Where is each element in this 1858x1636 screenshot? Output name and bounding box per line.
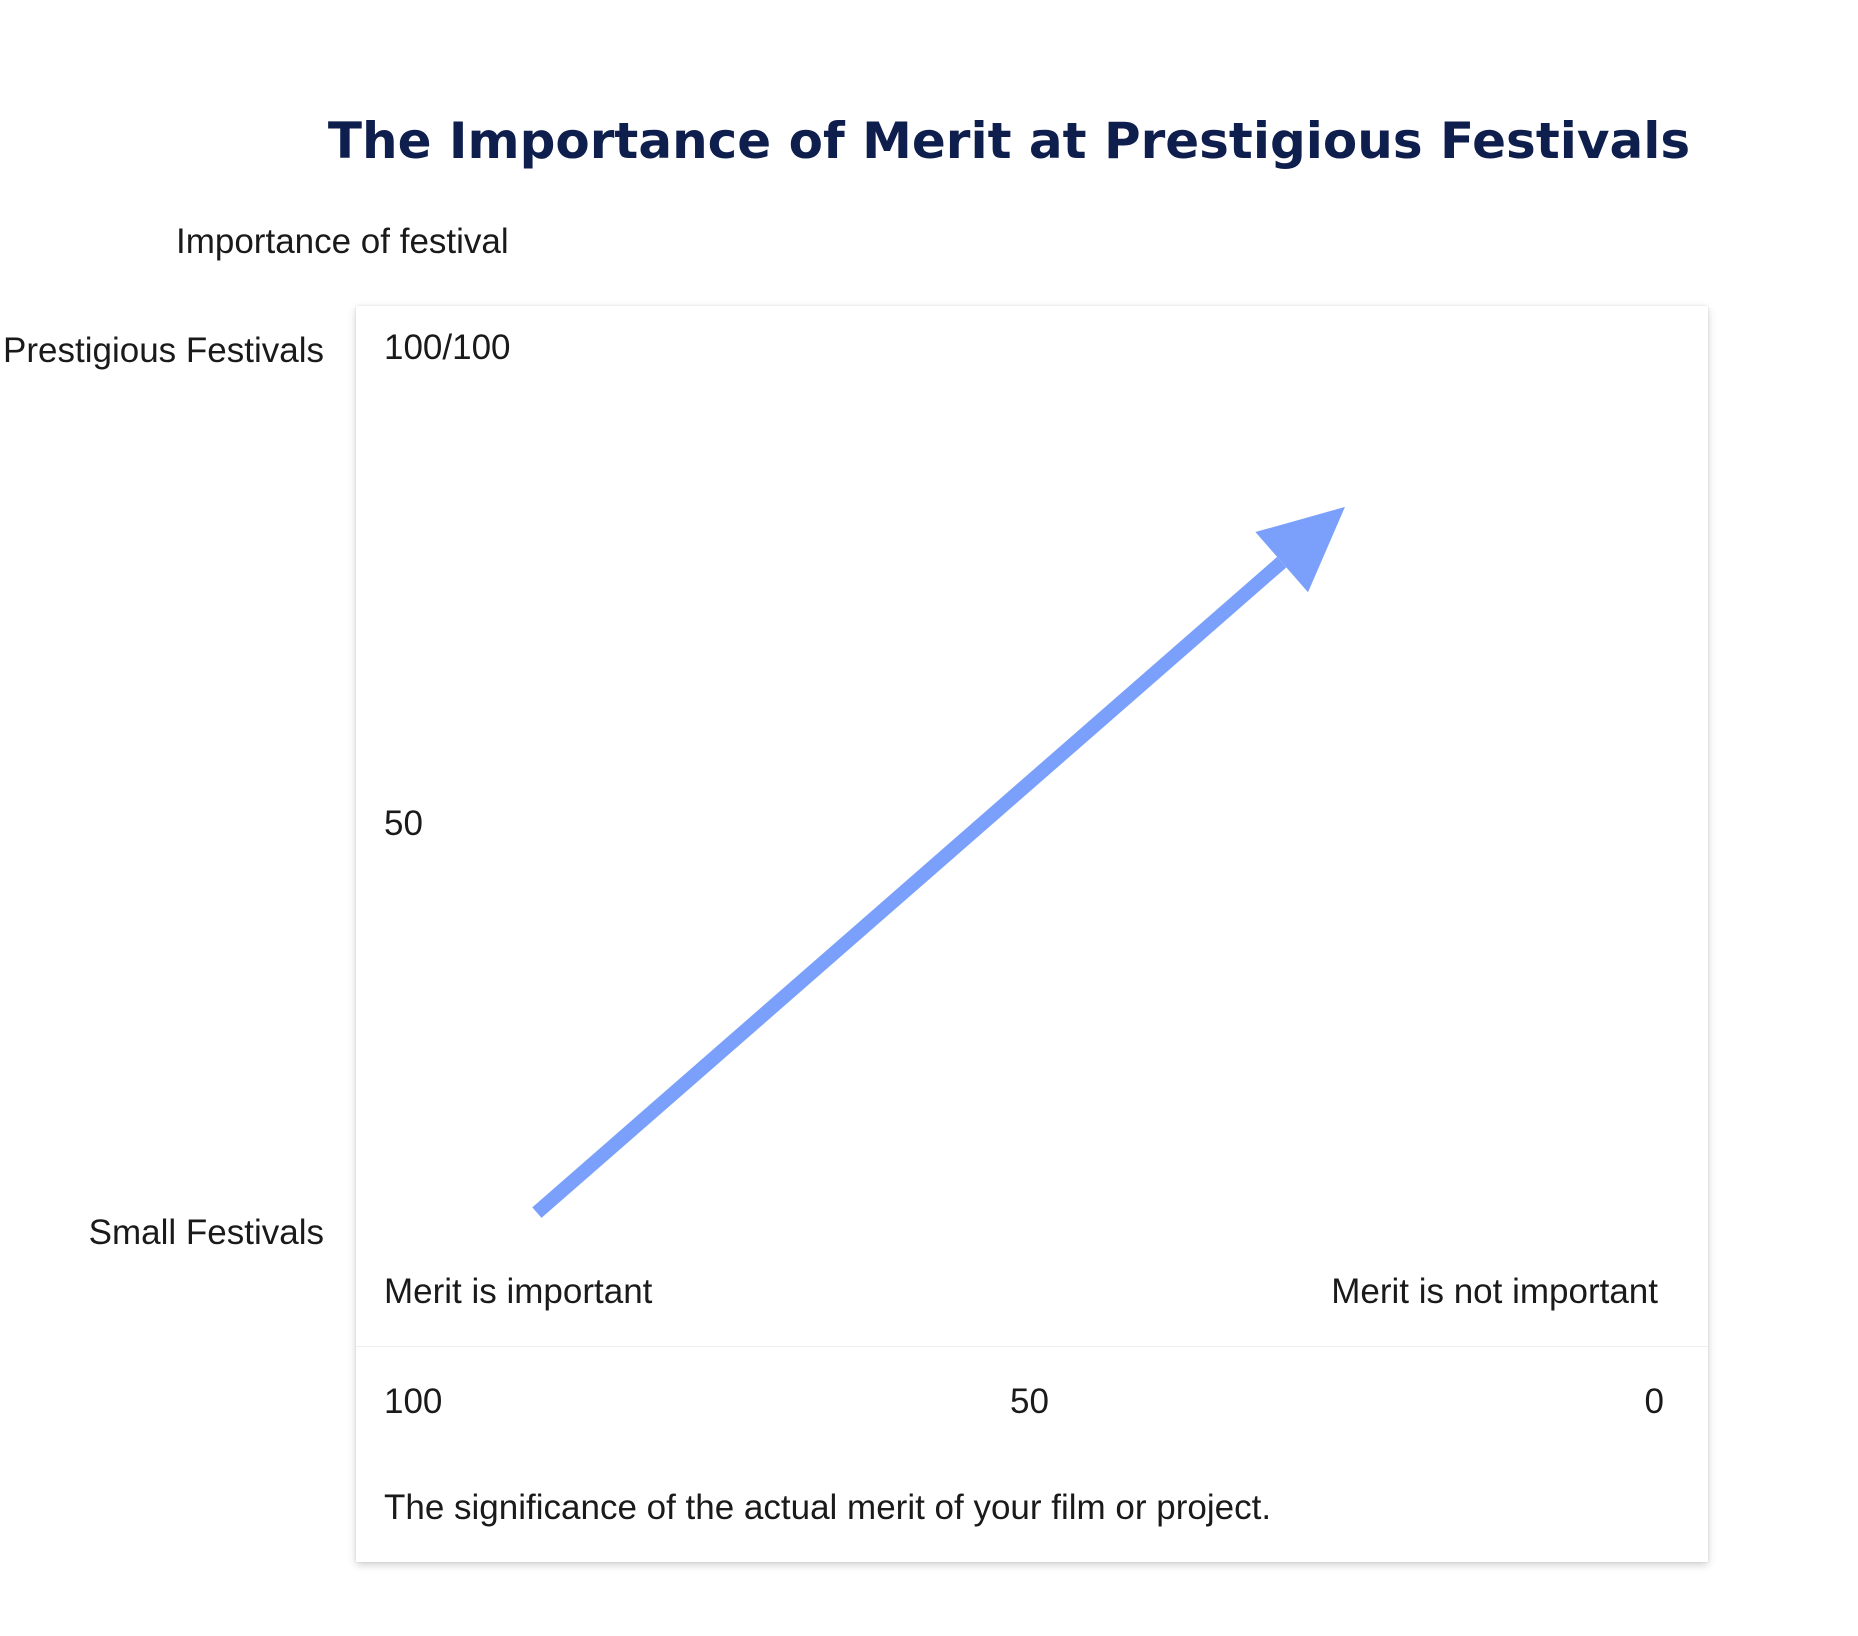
y-category-top: Prestigious Festivals bbox=[3, 324, 324, 378]
y-category-bottom-text: Small Festivals bbox=[88, 1213, 324, 1252]
axis-divider bbox=[356, 1346, 1708, 1347]
arrow-head-0 bbox=[1255, 506, 1345, 593]
plot-area bbox=[532, 506, 1345, 1218]
y-category-top-text: Prestigious Festivals bbox=[3, 331, 324, 370]
y-category-bottom: Small Festivals bbox=[89, 1206, 324, 1260]
chart-title: The Importance of Merit at Prestigious F… bbox=[327, 112, 1691, 170]
x-tick-label-0: 0 bbox=[1644, 1382, 1664, 1421]
x-tick-label-100: 100 bbox=[384, 1382, 443, 1421]
plot-panel: 100/100 50 Merit is important Merit is n… bbox=[356, 306, 1708, 1562]
x-category-left: Merit is important bbox=[384, 1272, 653, 1311]
x-tick-label-50: 50 bbox=[1010, 1382, 1049, 1421]
series-layer bbox=[532, 506, 1345, 1218]
arrow-shaft-0 bbox=[532, 556, 1287, 1218]
y-tick-label-mid: 50 bbox=[384, 804, 423, 843]
x-axis-label: The significance of the actual merit of … bbox=[384, 1488, 1272, 1527]
y-tick-label-top: 100/100 bbox=[384, 328, 511, 367]
y-axis-label: Importance of festival bbox=[176, 222, 509, 261]
x-category-right: Merit is not important bbox=[1331, 1272, 1658, 1311]
